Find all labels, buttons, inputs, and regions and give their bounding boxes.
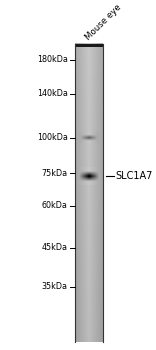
Text: Mouse eye: Mouse eye [84, 3, 123, 42]
Text: 140kDa: 140kDa [37, 90, 68, 98]
Text: 180kDa: 180kDa [37, 55, 68, 64]
Text: 35kDa: 35kDa [42, 282, 68, 291]
Text: SLC1A7: SLC1A7 [115, 171, 153, 181]
Text: 75kDa: 75kDa [42, 169, 68, 178]
Text: 45kDa: 45kDa [42, 243, 68, 252]
Text: 60kDa: 60kDa [42, 201, 68, 210]
Bar [75, 44, 103, 47]
Text: 100kDa: 100kDa [37, 133, 68, 142]
